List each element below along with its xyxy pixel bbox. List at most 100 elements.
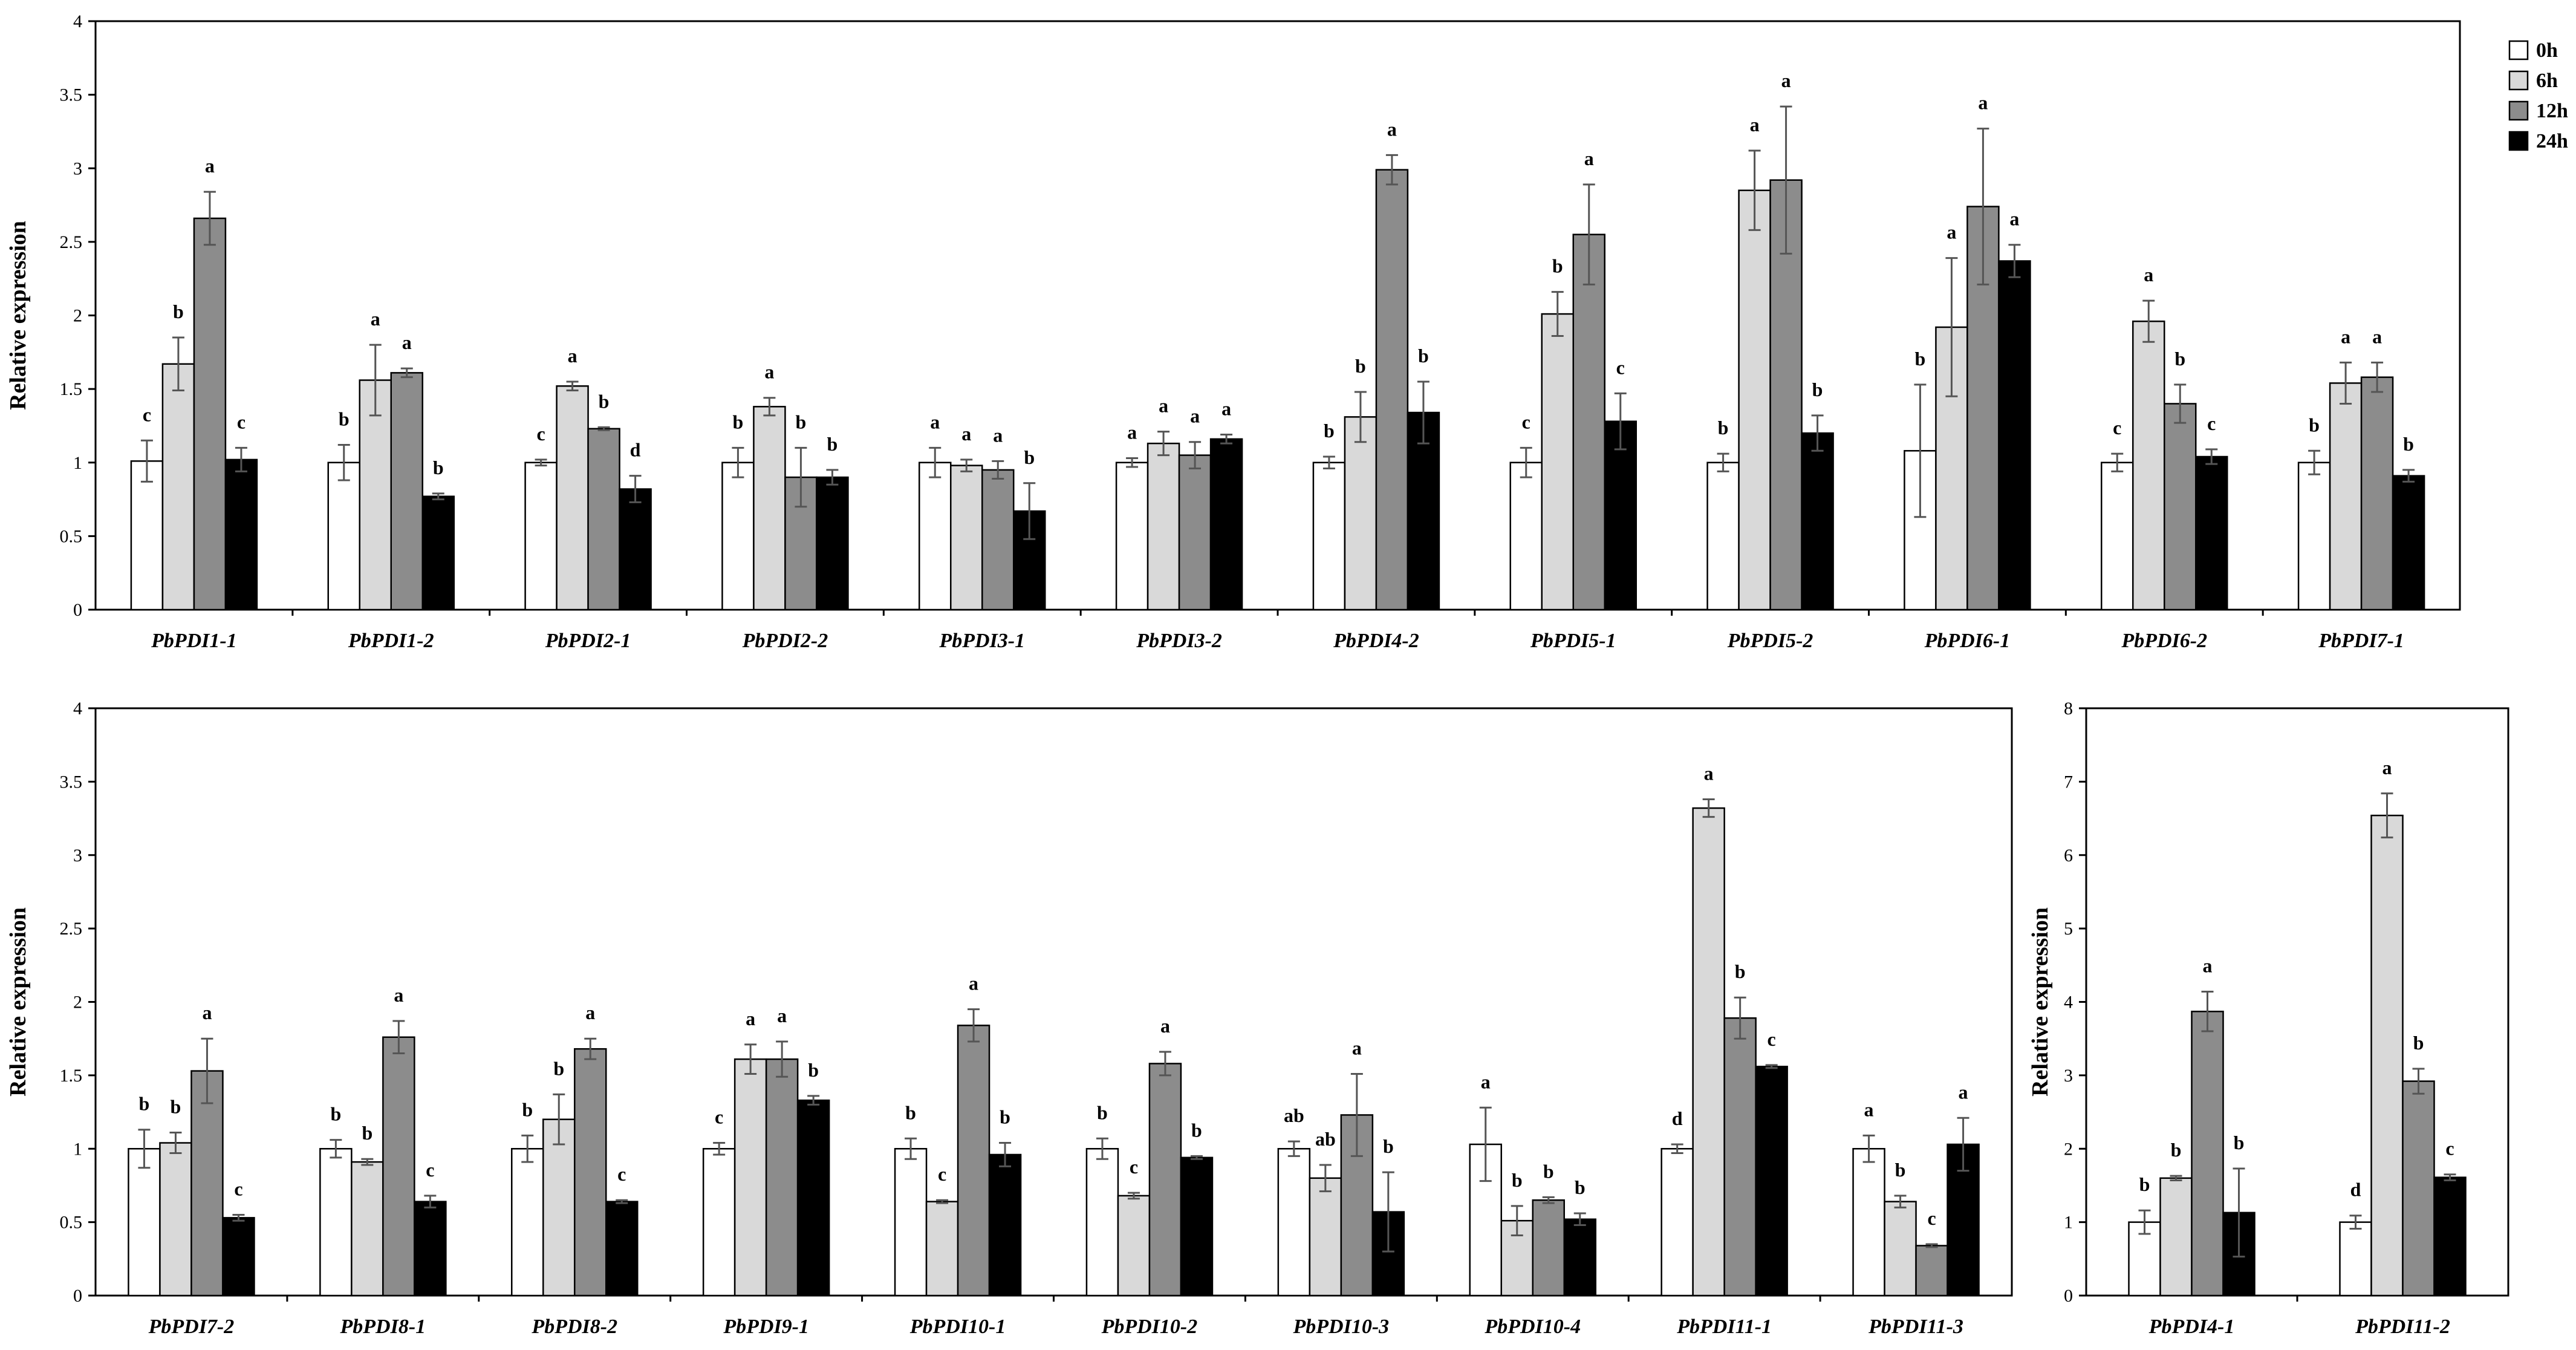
significance-letter: b <box>553 1057 564 1079</box>
y-tick-label: 0 <box>2064 1286 2073 1306</box>
significance-letter: d <box>1672 1107 1683 1129</box>
legend-label-0h: 0h <box>2536 39 2558 62</box>
significance-letter: a <box>961 423 971 445</box>
significance-letter: b <box>827 433 838 455</box>
significance-letter: b <box>733 411 744 432</box>
x-category-label: PbPDI9-1 <box>723 1316 809 1338</box>
bar-PbPDI11-3-12h <box>1915 1245 1948 1297</box>
bar-PbPDI10-3-6h <box>1309 1177 1342 1297</box>
bar-PbPDI5-1-12h <box>1572 233 1605 611</box>
bar-PbPDI1-1-6h <box>161 363 195 611</box>
bar-PbPDI11-1-6h <box>1692 807 1725 1297</box>
x-category-label: PbPDI3-2 <box>1136 630 1222 652</box>
bar-PbPDI5-2-0h <box>1706 461 1740 611</box>
significance-letter: b <box>1895 1159 1906 1181</box>
x-category-label: PbPDI11-3 <box>1868 1316 1963 1338</box>
bar-PbPDI7-2-0h <box>128 1148 161 1297</box>
significance-letter: c <box>938 1163 946 1185</box>
significance-letter: c <box>536 423 545 445</box>
y-tick-label: 4 <box>73 11 82 31</box>
bar-PbPDI2-1-24h <box>619 488 652 611</box>
bar-PbPDI11-1-12h <box>1723 1017 1757 1297</box>
bar-PbPDI5-1-0h <box>1509 461 1543 611</box>
bar-PbPDI1-2-12h <box>390 372 423 611</box>
bar-PbPDI2-1-6h <box>556 385 589 611</box>
y-tick-label: 1 <box>73 1139 82 1159</box>
y-tick-label: 3 <box>73 158 82 178</box>
bar-PbPDI7-1-24h <box>2392 475 2425 611</box>
bar-PbPDI8-2-0h <box>511 1148 544 1297</box>
significance-letter: b <box>2403 433 2414 455</box>
bar-PbPDI10-1-24h <box>988 1153 1022 1297</box>
bar-PbPDI8-2-12h <box>574 1048 607 1297</box>
significance-letter: c <box>1927 1207 1936 1229</box>
significance-letter: a <box>1947 221 1956 243</box>
y-axis-label: Relative expression <box>5 221 31 410</box>
significance-letter: a <box>746 1008 755 1029</box>
bar-PbPDI1-2-24h <box>421 495 455 611</box>
x-category-label: PbPDI8-2 <box>531 1316 617 1338</box>
x-category-label: PbPDI11-1 <box>1676 1316 1772 1338</box>
bar-PbPDI10-1-6h <box>925 1201 959 1297</box>
significance-letter: b <box>330 1103 341 1125</box>
significance-letter: a <box>1704 763 1714 784</box>
x-category-label: PbPDI1-1 <box>151 630 237 652</box>
significance-letter: d <box>630 439 641 461</box>
significance-letter: b <box>808 1059 819 1081</box>
bar-PbPDI7-2-12h <box>190 1070 224 1297</box>
y-tick-label: 1.5 <box>60 379 83 399</box>
bar-PbPDI6-2-0h <box>2101 461 2134 611</box>
x-category-label: PbPDI4-2 <box>1333 630 1419 652</box>
x-category-label: PbPDI10-2 <box>1101 1316 1198 1338</box>
significance-letter: b <box>796 411 807 432</box>
bar-PbPDI10-3-0h <box>1277 1148 1311 1297</box>
significance-letter: c <box>2445 1138 2454 1159</box>
bar-PbPDI9-1-0h <box>702 1148 736 1297</box>
significance-letter: a <box>993 424 1003 446</box>
significance-letter: b <box>1543 1160 1554 1182</box>
bar-PbPDI6-1-24h <box>1998 260 2031 611</box>
significance-letter: b <box>1718 417 1729 439</box>
y-tick-label: 3 <box>73 846 82 866</box>
bar-PbPDI4-2-12h <box>1375 169 1409 611</box>
significance-letter: a <box>1127 421 1137 443</box>
significance-letter: b <box>1097 1101 1108 1123</box>
bar-PbPDI1-1-12h <box>193 217 227 611</box>
y-tick-label: 5 <box>2064 919 2073 939</box>
bar-PbPDI10-2-24h <box>1180 1156 1214 1297</box>
bar-PbPDI11-2-24h <box>2433 1176 2467 1297</box>
x-category-label: PbPDI5-1 <box>1530 630 1616 652</box>
y-tick-label: 1.5 <box>60 1066 83 1086</box>
significance-letter: a <box>585 1002 595 1023</box>
bar-PbPDI4-2-6h <box>1344 416 1377 611</box>
y-tick-label: 4 <box>2064 993 2073 1012</box>
x-category-label: PbPDI5-2 <box>1727 630 1813 652</box>
bar-PbPDI3-1-12h <box>981 469 1015 611</box>
y-tick-label: 8 <box>2064 699 2073 719</box>
significance-letter: b <box>1812 379 1823 400</box>
significance-letter: a <box>1160 1015 1170 1037</box>
significance-letter: c <box>143 403 151 425</box>
significance-letter: b <box>2139 1173 2150 1195</box>
bar-PbPDI3-1-0h <box>919 461 952 611</box>
y-tick-label: 3.5 <box>60 772 83 792</box>
x-category-label: PbPDI10-3 <box>1293 1316 1390 1338</box>
x-category-label: PbPDI2-1 <box>545 630 631 652</box>
significance-letter: ab <box>1315 1128 1336 1150</box>
significance-letter: a <box>764 361 774 383</box>
bar-PbPDI2-1-0h <box>524 461 558 611</box>
significance-letter: b <box>905 1101 916 1123</box>
legend-swatch-12h <box>2508 100 2529 121</box>
significance-letter: b <box>1024 446 1035 468</box>
significance-letter: a <box>969 973 978 994</box>
significance-letter: b <box>2174 348 2185 370</box>
bar-PbPDI3-2-6h <box>1147 442 1180 611</box>
significance-letter: a <box>371 308 380 330</box>
significance-letter: a <box>1864 1098 1874 1120</box>
significance-letter: a <box>1481 1071 1491 1092</box>
x-category-label: PbPDI10-1 <box>909 1316 1006 1338</box>
x-category-label: PbPDI7-1 <box>2318 630 2404 652</box>
bar-PbPDI8-2-24h <box>605 1201 639 1297</box>
